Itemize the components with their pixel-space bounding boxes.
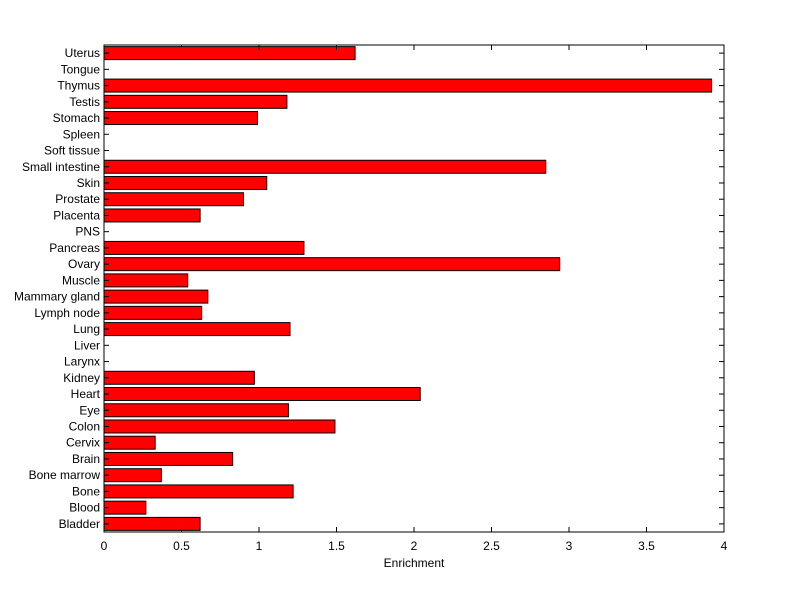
y-tick-label: Muscle <box>62 273 100 287</box>
bar <box>103 451 234 466</box>
x-tick-label: 0 <box>101 539 108 553</box>
bar <box>103 78 713 93</box>
bar <box>103 403 289 418</box>
y-tick-label: Spleen <box>63 127 100 141</box>
bar <box>103 111 258 126</box>
y-tick-label: Lymph node <box>34 306 100 320</box>
x-tick-label: 3.5 <box>638 539 655 553</box>
bar <box>103 94 288 109</box>
bar <box>103 305 203 320</box>
y-axis-ticks: Uterus Tongue Thymus Testis Stomach Spleen Sof… <box>14 46 724 531</box>
y-tick-label: Prostate <box>55 192 100 206</box>
y-tick-label: Kidney <box>63 371 100 385</box>
bar <box>103 435 156 450</box>
x-tick-label: 2.5 <box>483 539 500 553</box>
bar <box>103 46 356 61</box>
x-tick-label: 4 <box>721 539 728 553</box>
bar <box>103 516 201 531</box>
y-tick-label: Bone marrow <box>29 468 101 482</box>
x-axis-label: Enrichment <box>384 556 445 570</box>
y-tick-label: Heart <box>71 387 101 401</box>
y-tick-label: Thymus <box>57 79 100 93</box>
y-tick-label: PNS <box>75 225 100 239</box>
bar <box>103 273 189 288</box>
y-tick-label: Ovary <box>68 257 100 271</box>
y-tick-label: Stomach <box>53 111 100 125</box>
y-tick-label: Brain <box>72 452 100 466</box>
bar <box>103 370 255 385</box>
y-tick-label: Eye <box>79 403 100 417</box>
y-tick-label: Mammary gland <box>14 290 100 304</box>
y-tick-label: Larynx <box>64 355 100 369</box>
bar <box>103 192 244 207</box>
x-axis-ticks: 0 0.5 1 1.5 2 2.5 3 3.5 4 <box>101 45 728 553</box>
y-tick-label: Skin <box>77 176 100 190</box>
bar <box>103 289 209 304</box>
y-tick-label: Cervix <box>66 436 100 450</box>
y-tick-label: Bladder <box>59 517 100 531</box>
x-tick-label: 1.5 <box>328 539 345 553</box>
bar <box>103 468 162 483</box>
bar <box>103 322 291 337</box>
y-tick-label: Pancreas <box>49 241 100 255</box>
bar <box>103 208 201 223</box>
y-tick-label: Colon <box>69 419 100 433</box>
x-tick-label: 0.5 <box>173 539 190 553</box>
y-tick-label: Blood <box>69 501 100 515</box>
bar <box>103 387 421 402</box>
x-tick-label: 2 <box>411 539 418 553</box>
bars-group <box>103 46 713 531</box>
y-tick-label: Lung <box>73 322 100 336</box>
bar <box>103 484 294 499</box>
bar <box>103 419 336 434</box>
y-tick-label: Testis <box>69 95 100 109</box>
y-tick-label: Soft tissue <box>44 144 100 158</box>
bar <box>103 500 147 515</box>
x-tick-label: 3 <box>566 539 573 553</box>
y-tick-label: Uterus <box>65 46 100 60</box>
y-tick-label: Liver <box>74 338 100 352</box>
bar <box>103 175 268 190</box>
y-tick-label: Small intestine <box>22 160 100 174</box>
y-tick-label: Bone <box>72 484 100 498</box>
y-tick-label: Placenta <box>53 208 100 222</box>
bar <box>103 257 561 272</box>
x-tick-label: 1 <box>256 539 263 553</box>
bar <box>103 240 305 255</box>
bar <box>103 159 547 174</box>
plot-frame <box>103 44 725 533</box>
y-tick-label: Tongue <box>61 62 101 76</box>
